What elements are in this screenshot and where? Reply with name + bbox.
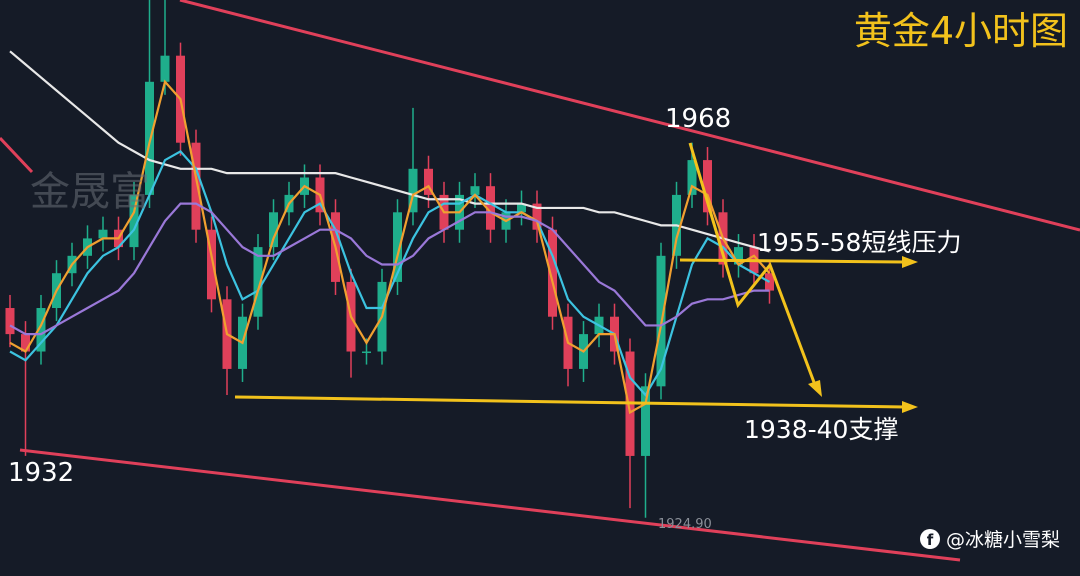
author: @冰糖小雪梨 — [946, 529, 1060, 551]
candle-body — [532, 203, 542, 230]
candle-body — [393, 212, 402, 282]
resistance-line — [679, 258, 906, 264]
moving-average — [9, 50, 770, 253]
candle-body — [129, 194, 139, 248]
annotation: 1968 — [665, 104, 731, 134]
candle-body — [408, 168, 418, 213]
arrow-head — [808, 380, 822, 397]
support-line — [234, 395, 906, 409]
trend-line — [19, 448, 961, 562]
candle-body — [687, 160, 697, 195]
candle-body — [21, 334, 30, 352]
moving-average — [9, 202, 770, 336]
forecast-path — [688, 142, 817, 386]
candle-body — [424, 168, 433, 195]
candle-body — [269, 212, 278, 248]
candle-body — [191, 142, 201, 230]
candle-body — [703, 160, 712, 213]
arrow-head — [902, 256, 918, 268]
annotation: 1932 — [8, 458, 74, 488]
candle-body — [160, 55, 170, 82]
candle-body — [486, 186, 495, 230]
candle-body — [253, 247, 263, 317]
plot — [5, 0, 774, 518]
candle-body — [548, 229, 557, 317]
moving-average — [9, 79, 771, 415]
candle-body — [470, 186, 480, 195]
logo-letter: f — [927, 531, 934, 549]
annotation: 1924.90 — [658, 517, 712, 532]
watermark: 金晟富 — [30, 169, 150, 215]
candle-body — [36, 308, 46, 352]
annotation: 1955-58短线压力 — [757, 228, 961, 257]
candle-body — [517, 203, 526, 213]
candle-body — [98, 229, 108, 239]
trend-line — [179, 0, 1080, 232]
candle-body — [641, 386, 650, 456]
candle-body — [5, 308, 15, 335]
candle-body — [362, 351, 371, 354]
chart-title: 黄金4小时图 — [854, 9, 1068, 53]
candle-body — [734, 247, 743, 265]
arrow-head — [902, 401, 918, 413]
trend-line — [0, 136, 34, 174]
annotation: 1938-40支撑 — [744, 415, 898, 444]
logo-icon — [920, 529, 940, 549]
candle-body — [207, 229, 216, 300]
